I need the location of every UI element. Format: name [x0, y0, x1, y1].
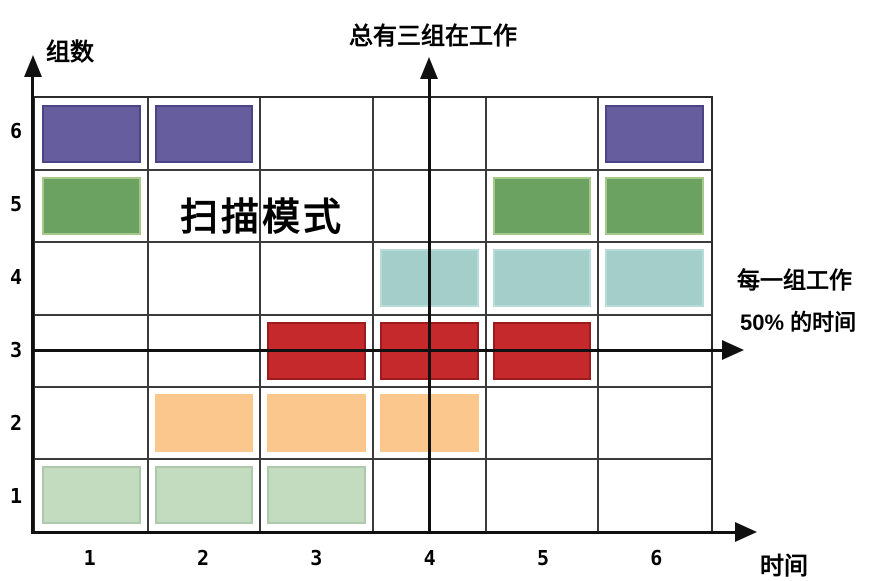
- grid-line-horizontal: [35, 385, 711, 388]
- work-block-group-6-time-6: [605, 105, 704, 164]
- y-tick-6: 6: [9, 119, 23, 144]
- work-block-group-6-time-2: [154, 105, 254, 164]
- x-tick-1: 1: [83, 546, 96, 570]
- work-block-group-2-time-2: [154, 393, 254, 452]
- work-block-group-2-time-3: [267, 393, 366, 452]
- y-axis-arrowhead-icon: [24, 55, 42, 77]
- x-axis-arrowhead-icon: [735, 522, 757, 542]
- y-tick-5: 5: [9, 192, 23, 217]
- work-block-group-6-time-1: [42, 105, 141, 164]
- y-tick-4: 4: [9, 265, 23, 290]
- x-axis-label: 时间: [760, 553, 808, 580]
- plot-area: [33, 96, 713, 533]
- x-tick-3: 3: [310, 546, 323, 570]
- work-block-group-5-time-1: [42, 177, 141, 236]
- grid-line-horizontal: [35, 169, 711, 172]
- y-tick-1: 1: [9, 483, 23, 508]
- x-tick-6: 6: [650, 546, 663, 570]
- vertical-reference-line: [428, 75, 431, 534]
- x-tick-5: 5: [536, 546, 550, 570]
- center-annotation: 扫描模式: [179, 197, 345, 239]
- grid-line-horizontal: [35, 457, 711, 460]
- y-tick-2: 2: [9, 410, 23, 435]
- y-tick-3: 3: [9, 337, 23, 362]
- y-axis-label: 组数: [46, 39, 94, 66]
- x-tick-4: 4: [423, 546, 436, 570]
- right-annotation-line1: 每一组工作: [737, 267, 852, 293]
- work-block-group-4-time-6: [605, 249, 704, 308]
- grid-line-horizontal: [35, 313, 711, 316]
- horizontal-reference-line: [33, 349, 724, 352]
- horizontal-reference-arrowhead-icon: [722, 340, 744, 360]
- y-axis-line: [31, 73, 34, 534]
- work-block-group-1-time-3: [267, 465, 366, 524]
- work-block-group-1-time-1: [42, 465, 141, 524]
- vertical-reference-arrowhead-icon: [420, 57, 438, 79]
- work-block-group-5-time-6: [605, 177, 704, 236]
- right-annotation-line2: 50% 的时间: [740, 310, 857, 335]
- x-axis-line: [31, 531, 737, 534]
- grid-line-horizontal: [35, 241, 711, 244]
- work-block-group-4-time-5: [492, 249, 592, 308]
- work-block-group-5-time-5: [492, 177, 592, 236]
- x-tick-2: 2: [196, 546, 210, 570]
- work-block-group-1-time-2: [154, 465, 254, 524]
- chart-title: 总有三组在工作: [349, 23, 517, 50]
